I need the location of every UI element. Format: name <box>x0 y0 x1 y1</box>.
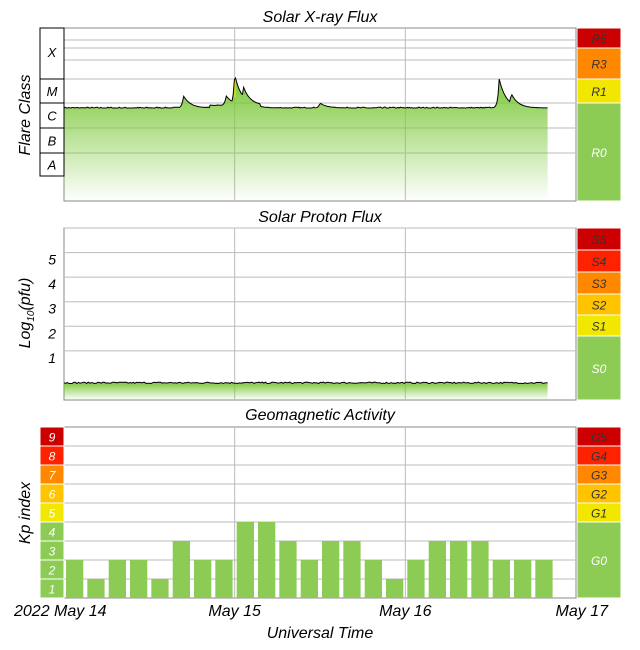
kp-level-label: 3 <box>49 545 56 559</box>
proton-ytick: 4 <box>48 276 56 292</box>
s-scale-s5-label: S5 <box>592 233 607 247</box>
kp-plot-frame <box>63 426 577 599</box>
s-scale-s3-label: S3 <box>592 277 607 291</box>
kp-bar <box>236 522 254 598</box>
g-scale-g4-label: G4 <box>591 450 607 464</box>
kp-bar <box>66 560 84 598</box>
g-scale-g1-label: G1 <box>591 507 607 521</box>
kp-bar <box>407 560 425 598</box>
r-scale-r3-cell <box>576 47 622 80</box>
proton-plot-frame <box>63 227 577 401</box>
kp-level-cell <box>39 426 65 447</box>
xray-flux-line <box>63 76 548 109</box>
r-scale-r0-cell <box>576 102 622 202</box>
r-scale-r1-cell <box>576 78 622 104</box>
geomag-title: Geomagnetic Activity <box>245 407 396 424</box>
xray-flux-area <box>64 78 548 201</box>
xray-ylabel: Flare Class <box>17 75 34 156</box>
kp-panel: 1 2 3 4 5 6 7 8 9 G5 G4 G3 G2 G1 G0 <box>39 426 622 599</box>
xray-title: Solar X-ray Flux <box>263 9 379 26</box>
x-tick-label: May 16 <box>379 603 432 620</box>
s-scale-s2-label: S2 <box>592 299 607 313</box>
xray-r1-highlight <box>234 77 236 97</box>
proton-grid <box>64 227 576 400</box>
s-scale-s4-label: S4 <box>592 255 607 269</box>
x-axis-ticks: 2022 May 14 May 15 May 16 May 17 <box>13 603 609 620</box>
kp-bar <box>300 560 318 598</box>
xray-series <box>63 76 548 201</box>
kp-bar <box>450 541 468 598</box>
kp-bar <box>172 541 190 598</box>
kp-bar <box>471 541 489 598</box>
kp-bar <box>343 541 361 598</box>
flare-class-m: M <box>47 84 58 99</box>
flare-class-a: A <box>47 158 57 173</box>
x-tick-label: May 17 <box>556 603 610 620</box>
radio-blackout-scale: R5 R3 R1 R0 <box>576 27 622 202</box>
proton-ytick: 3 <box>48 301 56 317</box>
g-scale-g2-label: G2 <box>591 488 607 502</box>
s-scale-s0-label: S0 <box>592 362 607 376</box>
kp-level-label: 9 <box>49 431 56 445</box>
flare-class-c: C <box>47 109 57 124</box>
proton-flux-line <box>63 381 548 385</box>
kp-bar <box>322 541 340 598</box>
kp-bar <box>87 579 105 598</box>
kp-level-label: 7 <box>49 469 57 483</box>
proton-ylabel: Log10(pfu) <box>17 278 37 349</box>
kp-bar <box>514 560 532 598</box>
radiation-storm-scale: S5 S4 S3 S2 S1 S0 <box>576 227 622 401</box>
kp-level-label: 6 <box>49 488 56 502</box>
flare-class-box <box>39 27 65 177</box>
r-scale-r5-label: R5 <box>591 32 607 46</box>
r-scale-r3-label: R3 <box>591 58 607 72</box>
s-scale-s0-cell <box>576 335 622 401</box>
kp-grid <box>64 427 576 598</box>
kp-bar <box>130 560 148 598</box>
kp-bar <box>258 522 276 598</box>
proton-ytick: 2 <box>47 325 56 341</box>
kp-level-label: 4 <box>49 526 56 540</box>
kp-bar <box>108 560 126 598</box>
kp-bar <box>492 560 510 598</box>
r-scale-r1-label: R1 <box>591 85 606 99</box>
kp-bar <box>428 541 446 598</box>
kp-bar <box>151 579 169 598</box>
g-scale-g0-label: G0 <box>591 554 607 568</box>
r-scale-r0-label: R0 <box>591 146 607 160</box>
kp-bars <box>66 522 553 598</box>
proton-title: Solar Proton Flux <box>258 209 383 226</box>
g-scale-g5-label: G5 <box>591 431 607 445</box>
proton-series <box>63 381 548 400</box>
proton-ytick: 5 <box>48 252 56 268</box>
kp-bar <box>364 560 382 598</box>
proton-yticks: 1 2 3 4 5 <box>47 252 56 366</box>
kp-bar <box>535 560 553 598</box>
flare-class-x: X <box>47 45 58 60</box>
kp-level-label: 5 <box>49 507 56 521</box>
proton-panel: 1 2 3 4 5 S5 S4 S3 S2 S1 S0 <box>47 227 622 401</box>
kp-bar <box>194 560 212 598</box>
x-tick-label: May 15 <box>208 603 261 620</box>
geomagnetic-storm-scale: G5 G4 G3 G2 G1 G0 <box>576 426 622 599</box>
x-axis-label: Universal Time <box>267 625 374 642</box>
g-scale-g0-cell <box>576 521 622 599</box>
proton-ytick: 1 <box>48 350 56 366</box>
kp-bar <box>279 541 297 598</box>
kp-ylabel: Kp index <box>17 481 34 544</box>
kp-bar <box>215 560 233 598</box>
proton-flux-area <box>64 382 548 400</box>
kp-bar <box>386 579 404 598</box>
kp-level-label: 8 <box>49 450 56 464</box>
g-scale-g3-label: G3 <box>591 469 607 483</box>
kp-level-label: 1 <box>49 583 56 597</box>
x-tick-label: 2022 May 14 <box>13 603 107 620</box>
kp-index-scale: 1 2 3 4 5 6 7 8 9 <box>39 426 65 599</box>
s-scale-s1-label: S1 <box>592 320 607 334</box>
flare-class-b: B <box>48 134 57 149</box>
kp-level-label: 2 <box>48 564 56 578</box>
